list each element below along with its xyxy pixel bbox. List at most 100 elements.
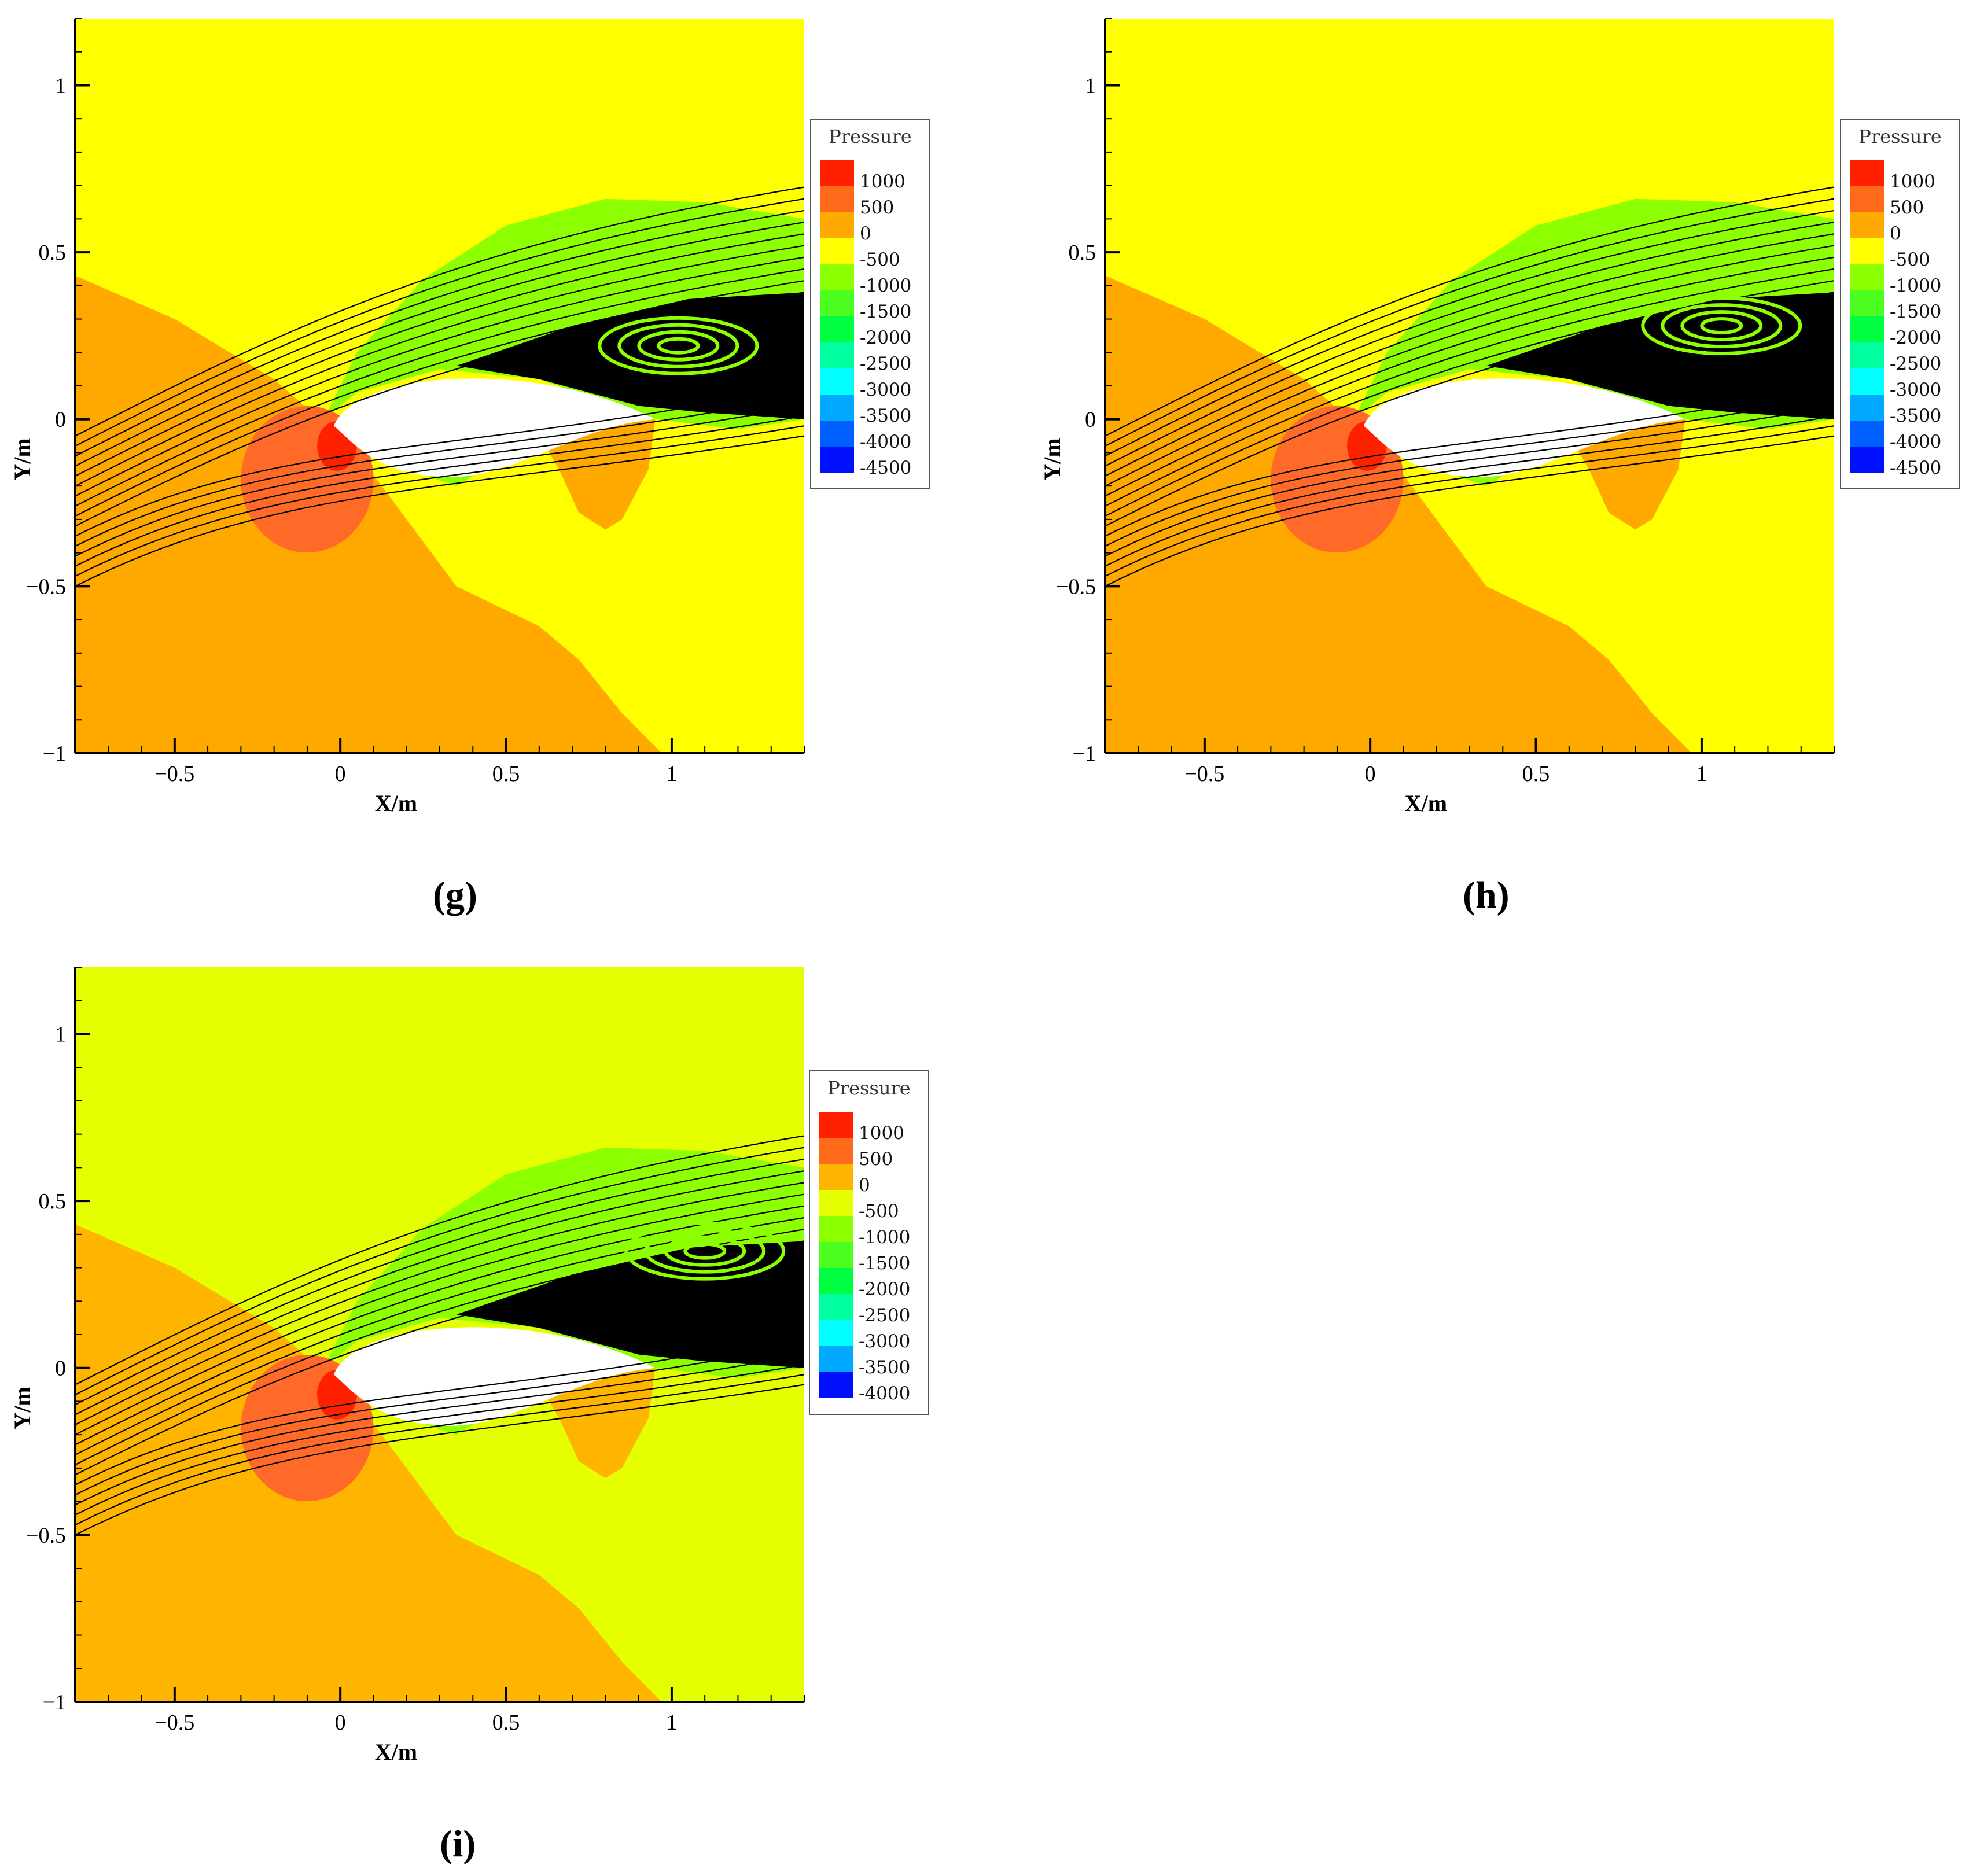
- x-tick-label: −0.5: [154, 762, 194, 786]
- legend-entry: -2500: [819, 1294, 923, 1325]
- legend-entry: 0: [819, 1164, 923, 1195]
- legend-entry: -3500: [820, 395, 925, 425]
- contour-positive-region: [75, 1224, 662, 1702]
- legend-entry: -1000: [819, 1216, 923, 1247]
- streamline: [75, 198, 804, 447]
- streamline: [75, 1344, 804, 1496]
- streamline: [75, 385, 804, 537]
- contour-positive-region: [1105, 275, 1692, 753]
- legend-i: Pressure 1000 500 0 -500 -1000 -1500 -2000 -250…: [809, 1070, 929, 1415]
- legend-entry: 0: [820, 212, 925, 243]
- y-tick-label: 0.5: [39, 241, 67, 265]
- streamline: [1105, 435, 1834, 587]
- contour-field: [75, 967, 804, 1702]
- legend-swatch: [820, 447, 854, 473]
- legend-swatch: [1850, 160, 1884, 186]
- legend-label: -500: [1890, 249, 1930, 270]
- streamline: [75, 415, 804, 567]
- x-tick-label: −0.5: [1184, 762, 1224, 786]
- contour-positive-region: [75, 275, 662, 753]
- y-tick-label: 0: [1085, 408, 1096, 432]
- legend-label: -4000: [859, 1383, 911, 1404]
- legend-swatch: [1850, 290, 1884, 316]
- y-tick-label: 0.5: [1069, 241, 1096, 265]
- caption-h: (h): [1463, 874, 1510, 916]
- axes: −0.5 0 0.5 1 1 0.5 0 −0.5 −1 X/m Y/m: [1039, 18, 1835, 816]
- legend-swatch: [819, 1190, 853, 1216]
- vortex-ring: [644, 1228, 766, 1274]
- vortex-ring: [683, 1242, 727, 1260]
- vortex-ring: [657, 337, 700, 355]
- y-tick-label: 0.5: [39, 1189, 67, 1214]
- x-tick-label: 0: [335, 1711, 346, 1735]
- x-tick-label: 1: [1696, 762, 1707, 786]
- plot-i: −0.5 0 0.5 1 1 0.5 0 −0.5 −1 X/m Y/m: [9, 967, 805, 1765]
- legend-entry: -2000: [1850, 316, 1955, 347]
- streamline: [1105, 245, 1834, 487]
- legend-label: -2000: [859, 1279, 911, 1300]
- y-tick-label: −1: [43, 742, 66, 766]
- streamline: [75, 1135, 804, 1385]
- contour-field: [1105, 19, 1834, 753]
- caption-g: (g): [433, 874, 477, 916]
- streamlines: [75, 1135, 804, 1536]
- legend-swatch: [820, 421, 854, 447]
- x-tick-label: −0.5: [154, 1711, 194, 1735]
- x-tick-label: 0.5: [492, 1711, 520, 1735]
- legend-entry: 500: [1850, 186, 1955, 217]
- legend-label: -1500: [1890, 301, 1942, 322]
- legend-swatch: [820, 160, 854, 186]
- legend-entry: -500: [819, 1190, 923, 1221]
- streamline: [75, 1170, 804, 1416]
- y-tick-label: −1: [1073, 742, 1096, 766]
- streamline: [1105, 425, 1834, 577]
- legend-entry: -2000: [820, 316, 925, 347]
- streamline: [75, 268, 804, 507]
- vortex-ring: [1661, 303, 1783, 349]
- legend-swatch: [1850, 395, 1884, 421]
- legend-title: Pressure: [1858, 126, 1942, 148]
- legend-swatch: [1850, 186, 1884, 212]
- legend-entry: -3000: [819, 1320, 923, 1351]
- legend-entry: -1500: [819, 1242, 923, 1273]
- axes: −0.5 0 0.5 1 1 0.5 0 −0.5 −1 X/m Y/m: [9, 967, 805, 1765]
- legend-label: 0: [1890, 223, 1901, 244]
- legend-label: -4000: [860, 432, 912, 452]
- legend-entry: 500: [819, 1138, 923, 1169]
- y-tick-label: 1: [55, 1022, 66, 1046]
- contour-trailing-lobe: [539, 419, 656, 530]
- legend-title: Pressure: [827, 1077, 911, 1099]
- legend-swatch: [820, 186, 854, 212]
- streamline: [1105, 268, 1834, 507]
- legend-label: 1000: [1890, 171, 1935, 192]
- vortex-core: [456, 292, 804, 419]
- legend-entry: 0: [1850, 212, 1955, 243]
- legend-label: -500: [860, 249, 900, 270]
- streamline: [75, 1217, 804, 1455]
- plot-h: −0.5 0 0.5 1 1 0.5 0 −0.5 −1 X/m Y/m: [1039, 18, 1835, 816]
- legend-label: -2500: [1890, 353, 1942, 374]
- legend-swatch: [820, 368, 854, 395]
- contour-trailing-lobe: [1569, 419, 1685, 530]
- vortex-ring: [1700, 317, 1743, 335]
- legend-entry: -500: [820, 238, 925, 269]
- x-tick-label: 1: [666, 1711, 677, 1735]
- legend-entry: 1000: [1850, 160, 1955, 191]
- legend-label: -4000: [1890, 432, 1942, 452]
- y-tick-label: 1: [55, 73, 66, 98]
- streamlines: [1105, 186, 1834, 587]
- legend-entry: -2000: [819, 1268, 923, 1299]
- legend-swatch: [1850, 264, 1884, 290]
- streamline: [75, 1354, 804, 1506]
- streamline: [75, 233, 804, 477]
- legend-title: Pressure: [829, 126, 912, 148]
- legend-label: -3000: [859, 1331, 911, 1352]
- streamline: [1105, 233, 1834, 477]
- legend-entry: -1000: [1850, 264, 1955, 295]
- legend-entry: -4500: [1850, 447, 1955, 477]
- y-axis-title: Y/m: [1039, 438, 1065, 480]
- legend-swatch: [1850, 212, 1884, 238]
- plot-g: −0.5 0 0.5 1 1 0.5 0 −0.5 −1 X/m Y/m: [9, 18, 805, 816]
- legend-label: -1000: [860, 275, 912, 296]
- x-tick-label: 0: [335, 762, 346, 786]
